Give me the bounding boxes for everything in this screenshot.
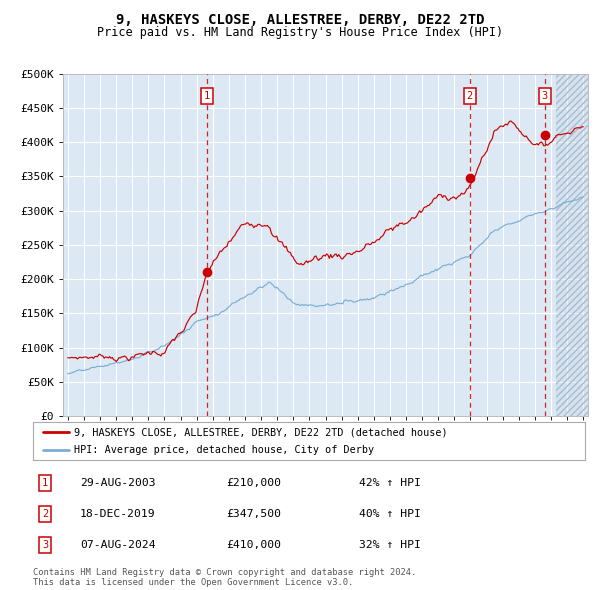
Text: This data is licensed under the Open Government Licence v3.0.: This data is licensed under the Open Gov… bbox=[33, 578, 353, 587]
Text: 40% ↑ HPI: 40% ↑ HPI bbox=[359, 509, 421, 519]
Text: £210,000: £210,000 bbox=[226, 478, 281, 488]
Text: 9, HASKEYS CLOSE, ALLESTREE, DERBY, DE22 2TD: 9, HASKEYS CLOSE, ALLESTREE, DERBY, DE22… bbox=[116, 13, 484, 27]
Text: HPI: Average price, detached house, City of Derby: HPI: Average price, detached house, City… bbox=[74, 445, 374, 455]
Bar bbox=[556, 74, 591, 416]
Text: 1: 1 bbox=[42, 478, 48, 488]
Text: 3: 3 bbox=[541, 91, 548, 101]
Text: 3: 3 bbox=[42, 540, 48, 550]
Text: 42% ↑ HPI: 42% ↑ HPI bbox=[359, 478, 421, 488]
Text: 18-DEC-2019: 18-DEC-2019 bbox=[80, 509, 155, 519]
Text: 2: 2 bbox=[467, 91, 473, 101]
Text: 29-AUG-2003: 29-AUG-2003 bbox=[80, 478, 155, 488]
Text: 9, HASKEYS CLOSE, ALLESTREE, DERBY, DE22 2TD (detached house): 9, HASKEYS CLOSE, ALLESTREE, DERBY, DE22… bbox=[74, 427, 448, 437]
Text: 07-AUG-2024: 07-AUG-2024 bbox=[80, 540, 155, 550]
Text: 1: 1 bbox=[204, 91, 211, 101]
Bar bbox=[556, 74, 591, 416]
Text: £347,500: £347,500 bbox=[226, 509, 281, 519]
Text: Contains HM Land Registry data © Crown copyright and database right 2024.: Contains HM Land Registry data © Crown c… bbox=[33, 568, 416, 576]
Text: Price paid vs. HM Land Registry's House Price Index (HPI): Price paid vs. HM Land Registry's House … bbox=[97, 26, 503, 39]
Text: £410,000: £410,000 bbox=[226, 540, 281, 550]
Text: 32% ↑ HPI: 32% ↑ HPI bbox=[359, 540, 421, 550]
Text: 2: 2 bbox=[42, 509, 48, 519]
